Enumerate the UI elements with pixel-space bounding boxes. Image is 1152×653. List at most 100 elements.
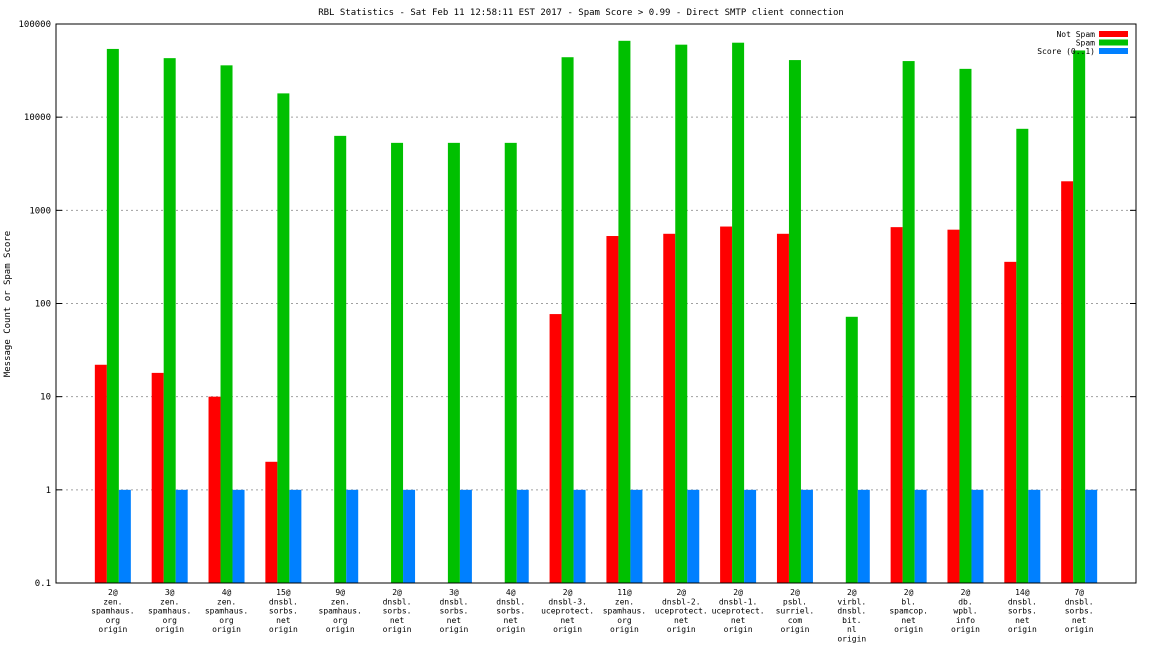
bar-spam [561, 57, 574, 584]
x-tick-label: origin [837, 635, 866, 644]
x-tick-label: net [901, 616, 916, 625]
bar-spam [959, 68, 972, 583]
x-tick-label: dnsbl. [1008, 597, 1037, 606]
legend-label: Score (0..1) [1037, 47, 1095, 56]
x-tick-label: origin [269, 625, 298, 634]
x-tick-label: db. [958, 597, 972, 606]
x-tick-label: 2@ [847, 588, 857, 597]
x-tick-label: net [1072, 616, 1087, 625]
x-tick-label: sorbs. [1065, 607, 1094, 616]
y-tick-label: 100000 [18, 20, 51, 30]
x-tick-label: org [333, 616, 348, 625]
x-tick-label: zen. [217, 597, 236, 606]
x-tick-label: 14@ [1015, 588, 1030, 597]
bar-spam [618, 40, 631, 583]
bar-not-spam [663, 233, 676, 583]
x-tick-label: origin [667, 625, 696, 634]
x-tick-label: nl [847, 625, 857, 634]
x-tick-label: origin [1065, 625, 1094, 634]
bar-score-0-1 [857, 489, 870, 583]
x-tick-label: com [788, 616, 803, 625]
x-tick-label: spamhaus. [319, 607, 362, 616]
x-tick-label: 7@ [1074, 588, 1084, 597]
x-tick-label: uceprotect. [655, 607, 708, 616]
x-tick-label: net [504, 616, 519, 625]
bar-spam [788, 60, 801, 584]
x-tick-label: dnsbl-3. [548, 597, 587, 606]
x-tick-label: net [447, 616, 462, 625]
x-tick-label: dnsbl. [269, 597, 298, 606]
bar-not-spam [947, 229, 960, 583]
bar-spam [447, 142, 460, 583]
x-tick-label: 3@ [449, 588, 459, 597]
bar-spam [163, 58, 176, 584]
bar-score-0-1 [118, 489, 131, 583]
x-tick-label: origin [553, 625, 582, 634]
bar-not-spam [1004, 261, 1017, 583]
plot-frame [55, 23, 1137, 584]
x-tick-label: origin [951, 625, 980, 634]
x-tick-label: origin [1008, 625, 1037, 634]
x-tick-label: psbl. [783, 597, 807, 606]
x-tick-label: dnsbl. [1065, 597, 1094, 606]
x-tick-label: origin [439, 625, 468, 634]
x-tick-label: zen. [615, 597, 634, 606]
bar-score-0-1 [175, 489, 188, 583]
x-tick-label: dnsbl. [383, 597, 412, 606]
bar-score-0-1 [516, 489, 529, 583]
x-tick-label: uceprotect. [712, 607, 765, 616]
x-tick-label: dnsbl-2. [662, 597, 701, 606]
bar-spam [106, 48, 119, 583]
bars [94, 40, 1098, 584]
x-tick-label: info [956, 616, 975, 625]
x-tick-label: surriel. [776, 607, 815, 616]
x-tick-label: sorbs. [496, 607, 525, 616]
bar-not-spam [720, 226, 733, 584]
x-tick-label: 2@ [563, 588, 573, 597]
y-tick-label: 100 [35, 300, 51, 310]
x-tick-label: zen. [103, 597, 122, 606]
bar-not-spam [94, 364, 107, 583]
bar-score-0-1 [403, 489, 416, 583]
x-tick-label: sorbs. [1008, 607, 1037, 616]
bar-score-0-1 [289, 489, 302, 583]
x-tick-label: spamhaus. [91, 607, 134, 616]
legend-swatch [1099, 31, 1128, 37]
bar-spam [1073, 50, 1086, 583]
chart-title: RBL Statistics - Sat Feb 11 12:58:11 EST… [318, 8, 844, 18]
bar-score-0-1 [971, 489, 984, 583]
x-tick-label: bit. [842, 616, 861, 625]
x-tick-label: spamhaus. [148, 607, 191, 616]
x-tick-label: net [560, 616, 575, 625]
x-tick-label: sorbs. [269, 607, 298, 616]
x-tick-label: sorbs. [383, 607, 412, 616]
x-tick-label: dnsbl. [496, 597, 525, 606]
bar-not-spam [265, 461, 278, 583]
x-tick-label: 2@ [676, 588, 686, 597]
bar-spam [1016, 128, 1029, 583]
legend-label: Not Spam [1056, 30, 1095, 39]
x-tick-label: org [219, 616, 234, 625]
bar-spam [220, 65, 233, 583]
bar-score-0-1 [800, 489, 813, 583]
bar-spam [675, 44, 688, 584]
x-axis-labels: 2@zen.spamhaus.orgorigin3@zen.spamhaus.o… [91, 588, 1094, 644]
y-tick-label: 0.1 [35, 579, 51, 589]
x-tick-label: 3@ [165, 588, 175, 597]
x-tick-label: wpbl. [953, 607, 977, 616]
x-tick-label: spamhaus. [205, 607, 248, 616]
x-tick-label: 2@ [392, 588, 402, 597]
x-tick-label: net [390, 616, 405, 625]
bar-spam [732, 42, 745, 584]
bar-score-0-1 [573, 489, 586, 583]
legend-swatch [1099, 48, 1128, 54]
x-tick-label: 4@ [222, 588, 232, 597]
y-tick-label: 10000 [24, 113, 51, 123]
x-tick-label: 15@ [276, 588, 291, 597]
x-tick-label: zen. [331, 597, 350, 606]
x-tick-label: 2@ [108, 588, 118, 597]
bar-score-0-1 [1028, 489, 1041, 583]
bar-not-spam [606, 236, 619, 583]
